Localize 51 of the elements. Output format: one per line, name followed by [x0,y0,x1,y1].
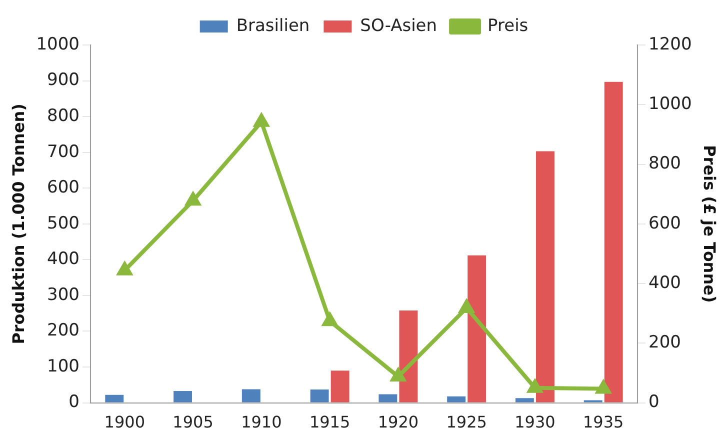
y-tick-label: 400 [47,249,80,270]
y-tick-label: 500 [47,213,80,234]
point [117,262,132,276]
x-tick-label: 1930 [514,412,556,432]
bar [536,151,554,402]
point [459,300,474,313]
point [390,368,406,382]
x-tick-label: 1925 [446,412,487,432]
y-tick-label: 1000 [36,34,80,54]
bar [310,390,329,402]
y-tick-label: 200 [47,320,80,341]
bar [242,389,260,402]
y-tick-label: 900 [47,70,80,90]
x-tick-label: 1935 [582,412,624,432]
y-tick-label: 100 [47,356,80,376]
legend-label: Preis [488,16,528,36]
point [322,313,338,326]
bar [378,394,398,402]
y-tick-label: 0 [68,392,80,412]
x-tick-label: 1915 [309,412,350,432]
bar [515,398,534,402]
y2-tick-label: 1200 [648,34,692,54]
y2-axis-title: Preis (£ je Tonne) [700,145,720,303]
y2-tick-label: 1000 [648,94,692,114]
y-axis-title: Produktion (1.000 Tonnen) [8,104,28,344]
x-tick-label: 1905 [172,412,214,432]
bar [604,82,623,402]
y2-tick-label: 400 [648,272,681,293]
y2-tick-label: 0 [648,392,660,412]
y2-tick-label: 800 [648,154,681,174]
point [186,192,200,206]
point [596,380,611,394]
x-tick-label: 1910 [241,412,282,432]
y-tick-label: 700 [47,142,80,162]
point [528,380,542,393]
y-tick-label: 300 [47,284,80,305]
legend-label: SO-Asien [360,16,438,36]
bar [105,394,124,402]
bar [399,310,418,402]
legend-label: Brasilien [236,16,310,36]
bar [447,396,466,402]
y2-tick-label: 200 [648,332,681,353]
bar [330,370,350,402]
x-tick-label: 1920 [378,412,419,432]
y2-tick-label: 600 [648,213,681,234]
y-tick-label: 800 [47,106,80,126]
bar [468,255,486,402]
bar [174,390,192,402]
point [254,114,269,127]
y-tick-label: 600 [47,178,80,198]
x-tick-label: 1900 [104,412,146,432]
